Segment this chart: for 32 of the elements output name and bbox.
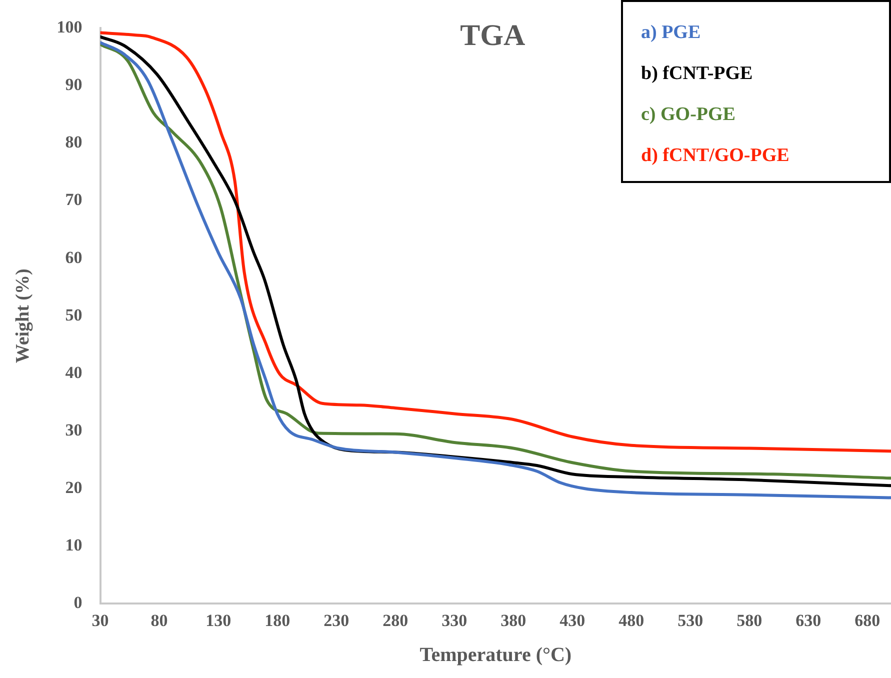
y-tick-label: 60: [65, 248, 82, 267]
y-tick-label: 70: [65, 190, 82, 210]
y-tick-label: 0: [74, 592, 82, 612]
x-tick-label: 380: [500, 611, 526, 630]
y-axis-title: Weight (%): [12, 268, 34, 364]
x-tick-label: 30: [92, 611, 109, 630]
y-tick-label: 80: [65, 132, 82, 152]
x-tick-label: 180: [264, 611, 290, 630]
y-tick-label: 20: [65, 478, 82, 497]
chart-title: TGA: [460, 18, 526, 52]
x-tick-label: 530: [678, 611, 704, 630]
x-axis-title: Temperature (°C): [420, 644, 572, 666]
x-tick-label: 230: [324, 611, 350, 630]
text: b) fCNT-PGE: [641, 63, 754, 85]
y-tick-label: 10: [65, 535, 82, 554]
y-tick-label: 50: [65, 305, 82, 324]
y-tick-label: 90: [65, 75, 82, 94]
x-tick-label: 580: [736, 611, 762, 630]
x-tick-label: 430: [560, 611, 586, 630]
x-tick-label: 280: [382, 611, 408, 630]
x-tick-label: 480: [618, 611, 644, 630]
x-tick-label: 330: [442, 611, 468, 630]
text: c) GO-PGE: [641, 104, 736, 126]
y-tick-label: 100: [56, 18, 82, 37]
y-tick-label: 40: [65, 362, 82, 382]
x-tick-label: 80: [150, 611, 168, 630]
text: d) fCNT/GO-PGE: [641, 145, 790, 167]
x-tick-label: 630: [796, 611, 822, 630]
x-tick-label: 130: [206, 611, 232, 630]
text: a) PGE: [641, 22, 702, 44]
y-tick-label: 30: [65, 420, 82, 440]
x-tick-label: 680: [854, 611, 880, 630]
